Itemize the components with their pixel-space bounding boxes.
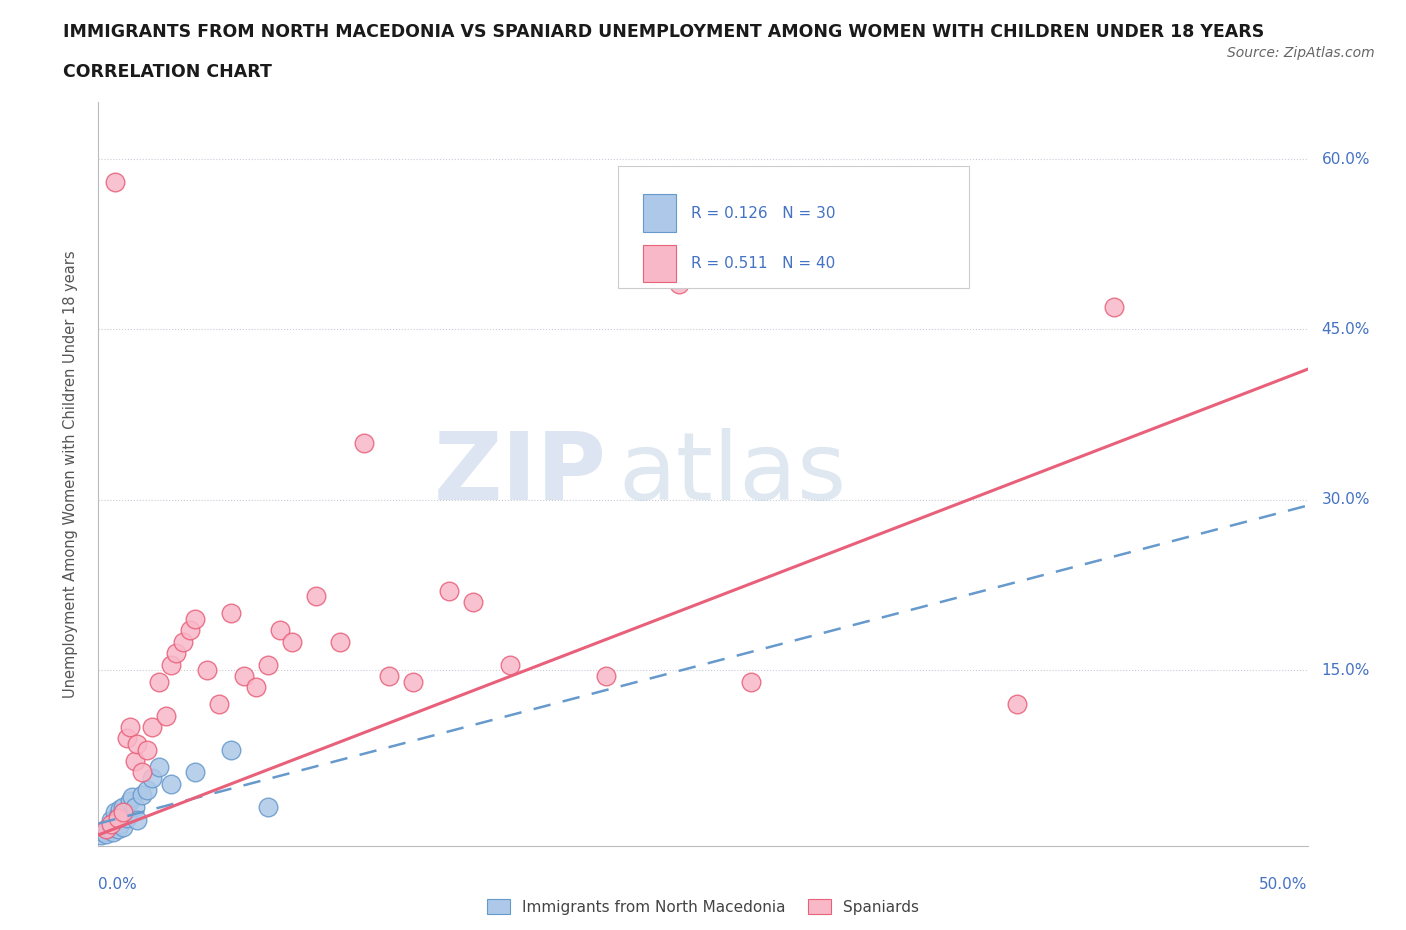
Point <box>118 793 141 808</box>
Point <box>245 680 267 695</box>
Point <box>117 731 139 746</box>
Point <box>135 742 157 757</box>
Point <box>100 817 122 831</box>
Text: 50.0%: 50.0% <box>1260 877 1308 892</box>
Point <box>107 822 129 837</box>
Point <box>111 799 134 814</box>
Point <box>97 822 120 837</box>
Point <box>155 709 177 724</box>
Point <box>108 817 131 831</box>
Y-axis label: Unemployment Among Women with Children Under 18 years: Unemployment Among Women with Children U… <box>63 250 77 698</box>
FancyBboxPatch shape <box>643 246 676 283</box>
Point <box>160 777 183 791</box>
Point <box>104 804 127 819</box>
Point <box>740 674 762 689</box>
Point <box>256 799 278 814</box>
Text: R = 0.126   N = 30: R = 0.126 N = 30 <box>690 206 835 220</box>
Point <box>1007 697 1029 711</box>
Point <box>184 765 207 780</box>
Text: Source: ZipAtlas.com: Source: ZipAtlas.com <box>1227 46 1375 60</box>
Point <box>104 810 127 825</box>
Point <box>131 788 153 803</box>
Point <box>1102 299 1125 314</box>
Point <box>111 804 134 819</box>
Point <box>463 594 485 609</box>
Point <box>91 824 114 839</box>
Point <box>195 663 218 678</box>
Point <box>107 808 129 823</box>
Point <box>104 174 127 189</box>
Point <box>127 813 149 828</box>
Point <box>269 623 291 638</box>
Point <box>124 753 146 768</box>
Point <box>117 810 139 825</box>
Point <box>221 606 243 621</box>
Point <box>498 658 520 672</box>
Text: ZIP: ZIP <box>433 429 606 520</box>
Point <box>172 634 194 649</box>
Point <box>179 623 201 638</box>
Point <box>131 765 153 780</box>
Point <box>184 612 207 627</box>
Point <box>101 824 124 839</box>
Point <box>402 674 425 689</box>
Point <box>232 669 254 684</box>
Point <box>305 589 328 604</box>
FancyBboxPatch shape <box>643 194 676 232</box>
Point <box>377 669 399 684</box>
Point <box>148 674 170 689</box>
Text: IMMIGRANTS FROM NORTH MACEDONIA VS SPANIARD UNEMPLOYMENT AMONG WOMEN WITH CHILDR: IMMIGRANTS FROM NORTH MACEDONIA VS SPANI… <box>63 23 1264 41</box>
Text: CORRELATION CHART: CORRELATION CHART <box>63 63 273 81</box>
Point <box>208 697 231 711</box>
Point <box>668 276 690 291</box>
Legend: Immigrants from North Macedonia, Spaniards: Immigrants from North Macedonia, Spaniar… <box>481 893 925 921</box>
Point <box>107 810 129 825</box>
Point <box>114 804 136 819</box>
Point <box>121 790 143 804</box>
Point <box>124 799 146 814</box>
Point <box>94 827 117 842</box>
Point <box>100 813 122 828</box>
Point <box>101 817 124 831</box>
Point <box>108 802 131 817</box>
Point <box>90 828 112 843</box>
Text: 30.0%: 30.0% <box>1322 492 1369 508</box>
Text: atlas: atlas <box>619 429 846 520</box>
Point <box>256 658 278 672</box>
Point <box>94 822 117 837</box>
Text: R = 0.511   N = 40: R = 0.511 N = 40 <box>690 257 835 272</box>
Point <box>118 720 141 735</box>
Text: 15.0%: 15.0% <box>1322 663 1369 678</box>
Text: 0.0%: 0.0% <box>98 877 138 892</box>
Point <box>437 583 460 598</box>
Point <box>165 645 187 660</box>
Point <box>100 819 122 834</box>
Point <box>127 737 149 751</box>
Point <box>353 435 375 450</box>
Point <box>221 742 243 757</box>
Point <box>595 669 617 684</box>
Point <box>281 634 304 649</box>
Text: 60.0%: 60.0% <box>1322 152 1369 166</box>
Point <box>135 782 157 797</box>
Point <box>141 771 163 786</box>
Point <box>160 658 183 672</box>
Text: 45.0%: 45.0% <box>1322 322 1369 337</box>
FancyBboxPatch shape <box>619 166 969 288</box>
Point <box>329 634 352 649</box>
Point <box>148 760 170 775</box>
Point <box>111 819 134 834</box>
Point <box>141 720 163 735</box>
